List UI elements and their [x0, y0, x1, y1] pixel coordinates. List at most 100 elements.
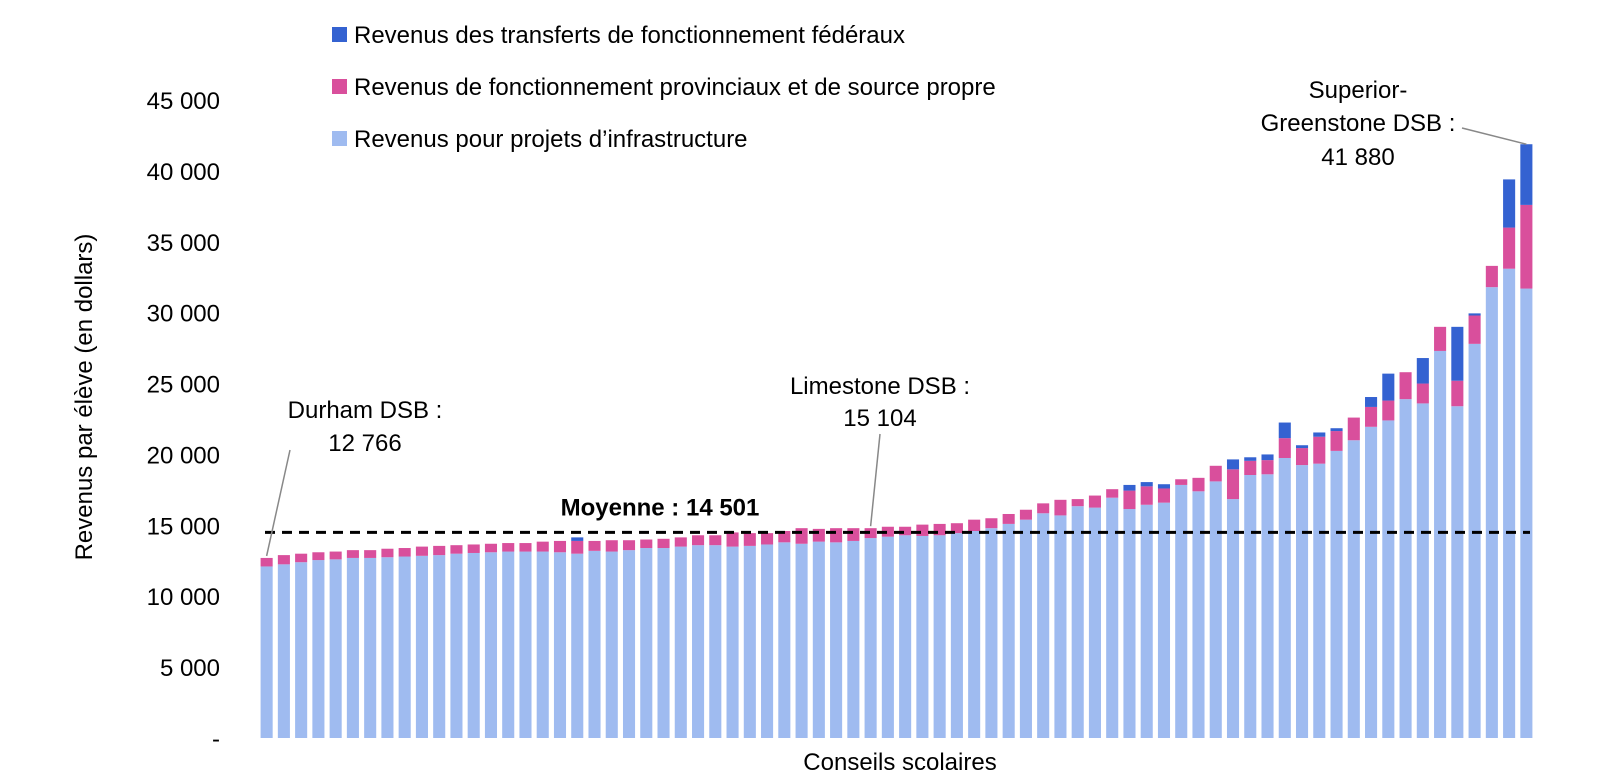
bar-segment-1 [1399, 399, 1412, 738]
bar-segment-2 [588, 540, 601, 551]
annotation-label: Durham DSB : [288, 397, 443, 424]
bar-segment-2 [640, 539, 653, 549]
legend-swatch [332, 27, 347, 42]
bar-segment-1 [985, 528, 998, 738]
bar-segment-1 [381, 557, 394, 738]
bar-segment-1 [346, 557, 359, 738]
bar-segment-1 [881, 536, 894, 738]
bar-segment-1 [968, 531, 981, 738]
bar-segment-2 [1313, 436, 1326, 464]
bar-segment-2 [1123, 490, 1136, 510]
bar-segment-2 [622, 540, 636, 551]
bar-segment-2 [674, 537, 687, 547]
bar-segment-2 [1071, 499, 1084, 507]
bar-segment-1 [1295, 465, 1309, 738]
bar-segment-1 [329, 559, 342, 738]
bar-segment-3 [1261, 454, 1274, 461]
bar-segment-1 [1485, 287, 1498, 738]
bar-segment-3 [1382, 373, 1395, 401]
annotation-leader-line [869, 433, 881, 527]
bar-segment-2 [881, 526, 894, 537]
annotation-leader-line [1461, 127, 1527, 145]
bar-segment-2 [1330, 431, 1343, 451]
bar-segment-1 [1123, 509, 1136, 738]
bar-segment-2 [726, 532, 739, 547]
bar-segment-1 [830, 542, 843, 738]
bar-segment-2 [1399, 372, 1412, 400]
bar-segment-1 [795, 543, 808, 738]
bar-segment-2 [1244, 460, 1257, 475]
bar-segment-2 [778, 531, 791, 543]
bar-segment-2 [1088, 495, 1101, 508]
bar-segment-1 [1330, 450, 1343, 738]
y-tick-label: 25 000 [147, 372, 220, 399]
legend-label: Revenus des transferts de fonctionnement… [354, 22, 905, 49]
bar-segment-2 [795, 528, 808, 544]
bar-segment-2 [329, 551, 342, 560]
bar-segment-1 [502, 551, 515, 738]
bar-segment-2 [1295, 448, 1309, 466]
bar-segment-2 [847, 528, 860, 541]
bar-segment-3 [1520, 144, 1533, 205]
x-axis-title: Conseils scolaires [803, 749, 996, 776]
bar-segment-3 [1157, 484, 1171, 489]
annotation-value: 15 104 [843, 405, 916, 432]
bar-segment-2 [1192, 477, 1205, 492]
annotation-leader-line [265, 449, 291, 557]
bar-segment-2 [1451, 380, 1464, 407]
bar-segment-2 [1157, 488, 1171, 503]
bar-segment-2 [743, 533, 756, 546]
bar-segment-1 [1451, 406, 1464, 738]
y-tick-label: 45 000 [147, 88, 220, 115]
bar-segment-1 [588, 550, 601, 738]
bar-segment-1 [692, 545, 705, 738]
bar-segment-1 [1468, 343, 1481, 738]
y-axis: - 5 000 10 000 15 000 20 000 25 000 30 000 35 0… [147, 88, 220, 753]
bar-segment-2 [519, 543, 532, 552]
bar-segment-1 [1520, 288, 1533, 738]
bar-segment-2 [1019, 509, 1032, 520]
bar-segment-2 [830, 528, 843, 543]
bar-segment-1 [571, 553, 584, 738]
bar-segment-1 [847, 540, 860, 738]
bar-segment-3 [1451, 326, 1464, 381]
bar-segment-2 [1209, 465, 1222, 482]
annotation-value: 12 766 [328, 430, 401, 457]
bar-segment-1 [709, 545, 722, 738]
y-axis-title: Revenus par élève (en dollars) [71, 234, 98, 561]
bar-segment-3 [1468, 313, 1481, 316]
y-tick-label: 10 000 [147, 584, 220, 611]
bar-segment-3 [1365, 397, 1378, 407]
bar-segment-3 [1295, 445, 1309, 449]
bar-segment-2 [950, 523, 963, 534]
bar-segment-2 [692, 535, 705, 546]
bar-segment-1 [1261, 474, 1274, 738]
bar-segment-2 [1365, 406, 1378, 427]
bar-segment-1 [1503, 268, 1516, 738]
bar-segment-1 [1037, 513, 1050, 738]
bar-segment-1 [1209, 481, 1222, 738]
bar-segment-1 [812, 541, 825, 738]
bar-segment-2 [398, 548, 411, 557]
bar-segment-1 [1106, 497, 1119, 738]
bar-segment-2 [450, 545, 463, 554]
bar-segment-2 [1037, 503, 1050, 514]
bar-segment-1 [778, 542, 791, 738]
legend: Revenus des transferts de fonctionnement… [332, 22, 996, 153]
bar-segment-1 [1226, 499, 1240, 738]
legend-label: Revenus pour projets d’infrastructure [354, 126, 748, 153]
bar-segment-1 [467, 552, 480, 738]
bar-segment-1 [536, 551, 549, 738]
bar-segment-2 [1416, 383, 1429, 404]
bar-segment-2 [605, 540, 618, 552]
legend-swatch [332, 79, 347, 94]
bar-segment-3 [1140, 482, 1153, 487]
bar-segment-2 [346, 550, 359, 558]
bar-segment-2 [260, 557, 273, 567]
y-tick-label: 40 000 [147, 159, 220, 186]
bar-segment-1 [1278, 457, 1291, 738]
bar-segment-2 [933, 523, 946, 536]
bar-segment-1 [1019, 519, 1032, 738]
bar-segment-2 [381, 548, 394, 558]
bar-segment-1 [743, 545, 756, 738]
